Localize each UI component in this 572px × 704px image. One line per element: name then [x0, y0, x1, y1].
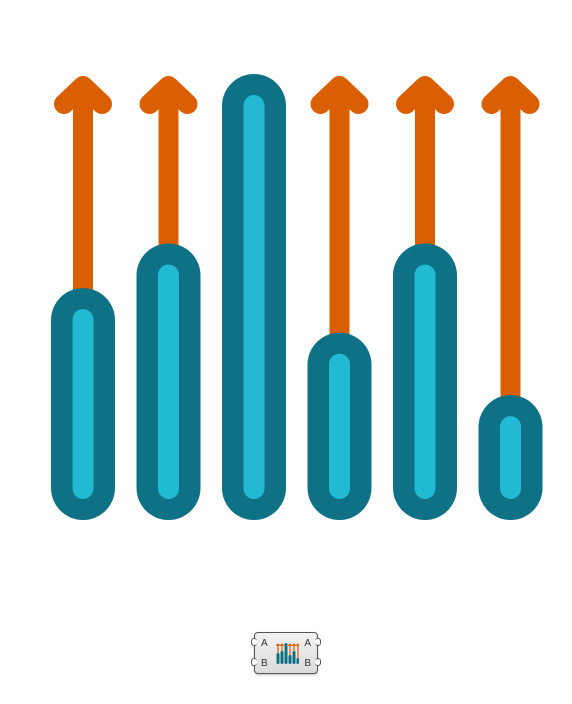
capsule-inner: [500, 416, 521, 499]
output-b-grip[interactable]: [315, 658, 321, 666]
arrow-head: [481, 76, 540, 114]
arrow-head: [310, 76, 369, 114]
bar-6: [478, 76, 543, 520]
arrow-head: [54, 76, 112, 114]
input-a-grip[interactable]: [251, 638, 257, 646]
bar-2: [136, 76, 201, 521]
capsule-inner: [329, 353, 350, 499]
capsule-inner: [72, 309, 94, 499]
output-a-grip[interactable]: [315, 638, 321, 646]
input-b-label: B: [261, 658, 268, 669]
bar-1: [51, 76, 115, 520]
input-a-label: A: [261, 638, 268, 649]
arrow-head: [396, 76, 454, 114]
bars-arrows-icon: [275, 643, 299, 664]
capsule-inner: [158, 264, 179, 499]
bar-3: [222, 74, 286, 520]
arrow-head: [139, 76, 198, 114]
bar-5: [393, 76, 457, 521]
capsule-inner: [414, 264, 436, 499]
bar-4: [307, 76, 372, 520]
output-a-label: A: [304, 638, 311, 649]
capsule-inner: [243, 95, 265, 499]
input-b-grip[interactable]: [251, 658, 257, 666]
component-node[interactable]: A B A B: [251, 632, 321, 674]
output-b-label: B: [304, 658, 311, 669]
